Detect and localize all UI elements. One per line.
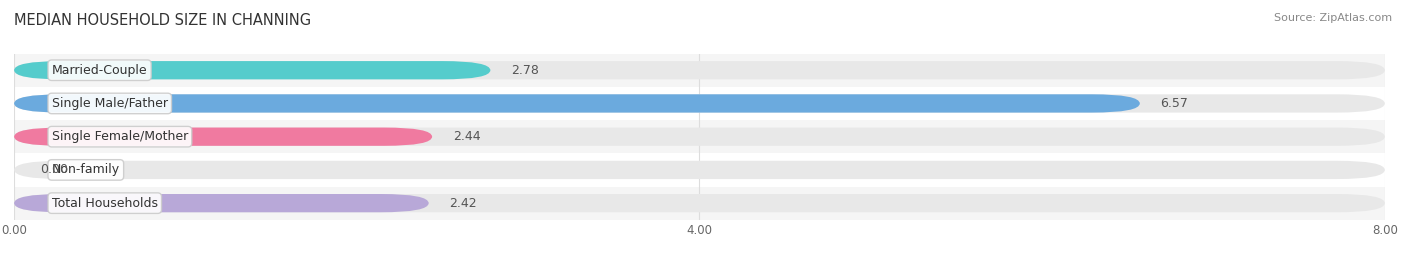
- FancyBboxPatch shape: [14, 194, 1385, 212]
- FancyBboxPatch shape: [14, 94, 1385, 113]
- Text: 6.57: 6.57: [1160, 97, 1188, 110]
- Text: MEDIAN HOUSEHOLD SIZE IN CHANNING: MEDIAN HOUSEHOLD SIZE IN CHANNING: [14, 13, 311, 28]
- FancyBboxPatch shape: [14, 128, 1385, 146]
- Bar: [14, 120, 1385, 153]
- Text: Single Male/Father: Single Male/Father: [52, 97, 167, 110]
- FancyBboxPatch shape: [14, 61, 1385, 79]
- FancyBboxPatch shape: [14, 128, 432, 146]
- Text: 2.78: 2.78: [510, 64, 538, 77]
- Text: Source: ZipAtlas.com: Source: ZipAtlas.com: [1274, 13, 1392, 23]
- Text: Married-Couple: Married-Couple: [52, 64, 148, 77]
- FancyBboxPatch shape: [14, 194, 429, 212]
- Text: Total Households: Total Households: [52, 197, 157, 210]
- Text: Single Female/Mother: Single Female/Mother: [52, 130, 188, 143]
- Text: 2.44: 2.44: [453, 130, 481, 143]
- Text: Non-family: Non-family: [52, 163, 120, 176]
- Text: 0.00: 0.00: [39, 163, 67, 176]
- FancyBboxPatch shape: [14, 161, 1385, 179]
- FancyBboxPatch shape: [14, 61, 491, 79]
- Bar: [14, 87, 1385, 120]
- Bar: [14, 54, 1385, 87]
- Text: 2.42: 2.42: [450, 197, 477, 210]
- Bar: [14, 153, 1385, 187]
- Bar: [14, 187, 1385, 220]
- FancyBboxPatch shape: [14, 94, 1140, 113]
